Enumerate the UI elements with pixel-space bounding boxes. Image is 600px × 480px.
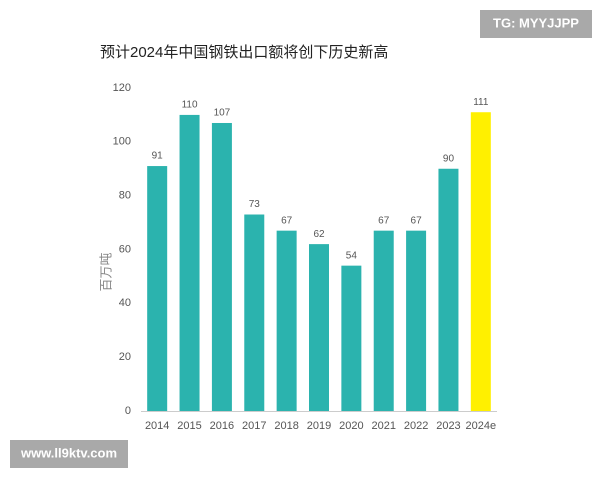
watermark: www.ll9ktv.com xyxy=(20,445,117,460)
bar xyxy=(276,230,297,411)
data-label: 67 xyxy=(378,215,390,226)
y-axis-label: 百万吨 xyxy=(98,252,113,291)
x-tick-label: 2021 xyxy=(371,420,395,432)
bar xyxy=(211,122,232,411)
bar xyxy=(179,114,200,412)
watermark-box xyxy=(10,440,128,468)
y-tick-label: 60 xyxy=(119,243,131,255)
y-tick-label: 20 xyxy=(119,351,131,363)
chart-title: 预计2024年中国钢铁出口额将创下历史新高 xyxy=(100,44,388,61)
data-label: 110 xyxy=(182,100,198,111)
y-tick-label: 40 xyxy=(119,297,131,309)
x-tick-label: 2019 xyxy=(307,420,331,432)
data-label: 67 xyxy=(281,215,293,226)
x-tick-label: 2020 xyxy=(339,420,363,432)
data-label: 73 xyxy=(249,199,261,210)
bar xyxy=(147,166,168,411)
x-tick-label: 2022 xyxy=(404,420,428,432)
bar xyxy=(244,214,265,411)
bar xyxy=(438,168,459,411)
x-tick-label: 2018 xyxy=(274,420,298,432)
data-label: 111 xyxy=(473,97,489,108)
x-tick-label: 2014 xyxy=(145,420,169,432)
x-tick-label: 2024e xyxy=(466,420,497,432)
y-tick-label: 80 xyxy=(119,190,131,202)
x-tick-label: 2023 xyxy=(436,420,460,432)
x-tick-label: 2016 xyxy=(210,420,234,432)
data-label: 54 xyxy=(346,250,358,261)
data-label: 62 xyxy=(313,229,325,240)
y-tick-label: 0 xyxy=(125,405,131,417)
bar xyxy=(406,230,427,411)
data-label: 90 xyxy=(443,153,455,164)
data-label: 67 xyxy=(411,215,423,226)
watermark: TG: MYYJJPP xyxy=(493,15,579,30)
y-tick-label: 120 xyxy=(113,82,131,94)
bar xyxy=(470,112,491,411)
data-label: 107 xyxy=(214,108,231,119)
bar xyxy=(309,244,329,411)
y-tick-label: 100 xyxy=(113,136,131,148)
x-tick-label: 2017 xyxy=(242,420,266,432)
bar xyxy=(373,230,394,411)
bar xyxy=(341,265,362,411)
x-tick-label: 2015 xyxy=(177,420,201,432)
data-label: 91 xyxy=(152,151,164,162)
watermark-box xyxy=(480,10,592,38)
